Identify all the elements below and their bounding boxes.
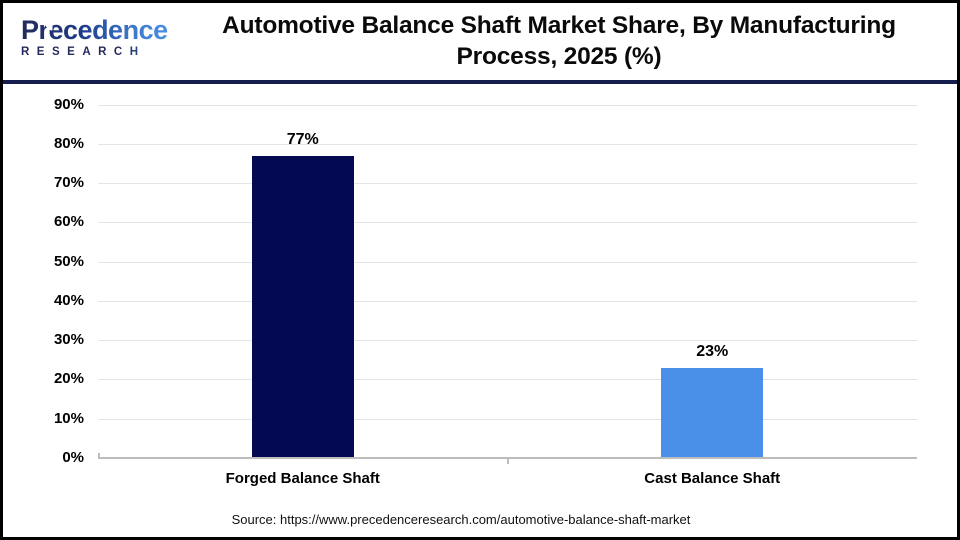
bar-value-label-forged-balance-shaft: 77% xyxy=(286,130,319,148)
x-axis-tick-middle xyxy=(507,459,509,464)
x-axis-tick-left xyxy=(98,453,100,458)
gridline-70% xyxy=(98,183,917,185)
chart-title-line2: Process, 2025 (%) xyxy=(456,43,662,70)
y-axis-label-40%: 40% xyxy=(53,291,84,309)
x-axis-category-label-forged-balance-shaft: Forged Balance Shaft xyxy=(225,470,380,487)
gridline-90% xyxy=(98,104,917,106)
bar-cast-balance-shaft xyxy=(661,367,764,458)
x-axis-line xyxy=(98,457,917,459)
gridline-50% xyxy=(98,261,917,263)
y-axis-label-30%: 30% xyxy=(53,331,84,349)
gridline-10% xyxy=(98,418,917,420)
y-axis-label-90%: 90% xyxy=(53,95,84,113)
precedence-research-logo: Precedence RESEARCH xyxy=(21,15,181,58)
y-axis-label-60%: 60% xyxy=(53,213,84,231)
logo-subtitle: RESEARCH xyxy=(21,46,181,58)
bar-forged-balance-shaft xyxy=(251,155,354,458)
logo-wordmark: Precedence xyxy=(21,15,168,45)
chart-title-line1: Automotive Balance Shaft Market Share, B… xyxy=(222,12,896,39)
gridline-30% xyxy=(98,340,917,342)
header-divider xyxy=(3,80,957,84)
y-axis-label-80%: 80% xyxy=(53,134,84,152)
y-axis-label-20%: 20% xyxy=(53,370,84,388)
chart-title: Automotive Balance Shaft Market Share, B… xyxy=(168,10,950,72)
gridline-60% xyxy=(98,222,917,224)
y-axis-label-0%: 0% xyxy=(62,449,84,466)
x-axis-category-label-cast-balance-shaft: Cast Balance Shaft xyxy=(644,470,781,487)
source-attribution: Source: https://www.precedenceresearch.c… xyxy=(231,512,691,527)
gridline-40% xyxy=(98,300,917,302)
y-axis-label-70%: 70% xyxy=(53,174,84,192)
bar-value-label-cast-balance-shaft: 23% xyxy=(696,342,729,360)
y-axis-label-10%: 10% xyxy=(53,409,84,427)
y-axis-label-50%: 50% xyxy=(53,252,84,270)
gridline-20% xyxy=(98,379,917,381)
gridline-80% xyxy=(98,143,917,145)
